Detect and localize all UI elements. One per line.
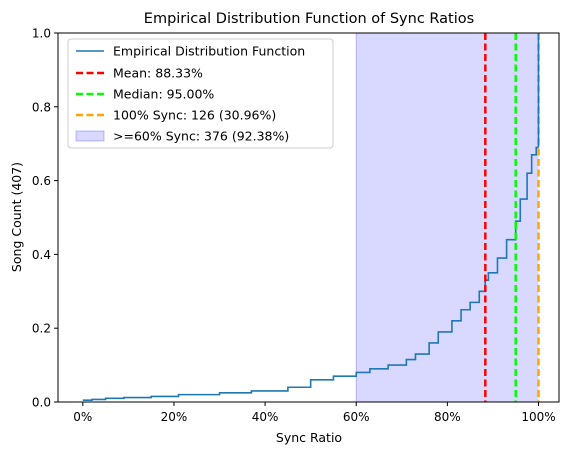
- legend-frame: [67, 38, 334, 149]
- plot-area: [82, 33, 540, 402]
- chart-title: Empirical Distribution Function of Sync …: [144, 11, 474, 27]
- legend: Empirical Distribution Function Mean: 88…: [67, 38, 334, 149]
- x-tick-label: 60%: [343, 410, 370, 424]
- legend-edf-label: Empirical Distribution Function: [113, 44, 305, 59]
- y-axis-label: Song Count (407): [9, 162, 24, 272]
- shaded-region: [356, 33, 539, 402]
- y-tick-label: 1.0: [32, 27, 51, 41]
- legend-median-label: Median: 95.00%: [113, 87, 214, 102]
- y-tick-label: 0.6: [32, 174, 51, 188]
- x-tick-label: 40%: [252, 410, 279, 424]
- axes: 0% 20% 40% 60% 80% 100% 0.0 0.2 0.4 0.6 0.8 1.0: [32, 27, 560, 424]
- legend-region-swatch: [75, 130, 105, 142]
- legend-mean-label: Mean: 88.33%: [113, 66, 203, 81]
- y-tick-label: 0.4: [32, 248, 51, 262]
- y-tick-label: 0.0: [32, 396, 51, 410]
- x-tick-label: 20%: [161, 410, 188, 424]
- legend-region-label: >=60% Sync: 376 (92.38%): [113, 129, 289, 144]
- legend-full-sync-label: 100% Sync: 126 (30.96%): [113, 108, 276, 123]
- edf-step-line: [82, 146, 539, 401]
- x-tick-label: 0%: [73, 410, 92, 424]
- y-tick-label: 0.2: [32, 322, 51, 336]
- axes-frame: [57, 32, 560, 403]
- x-tick-label: 100%: [521, 410, 555, 424]
- y-tick-label: 0.8: [32, 100, 51, 114]
- x-tick-label: 80%: [434, 410, 461, 424]
- x-axis-label: Sync Ratio: [276, 430, 342, 445]
